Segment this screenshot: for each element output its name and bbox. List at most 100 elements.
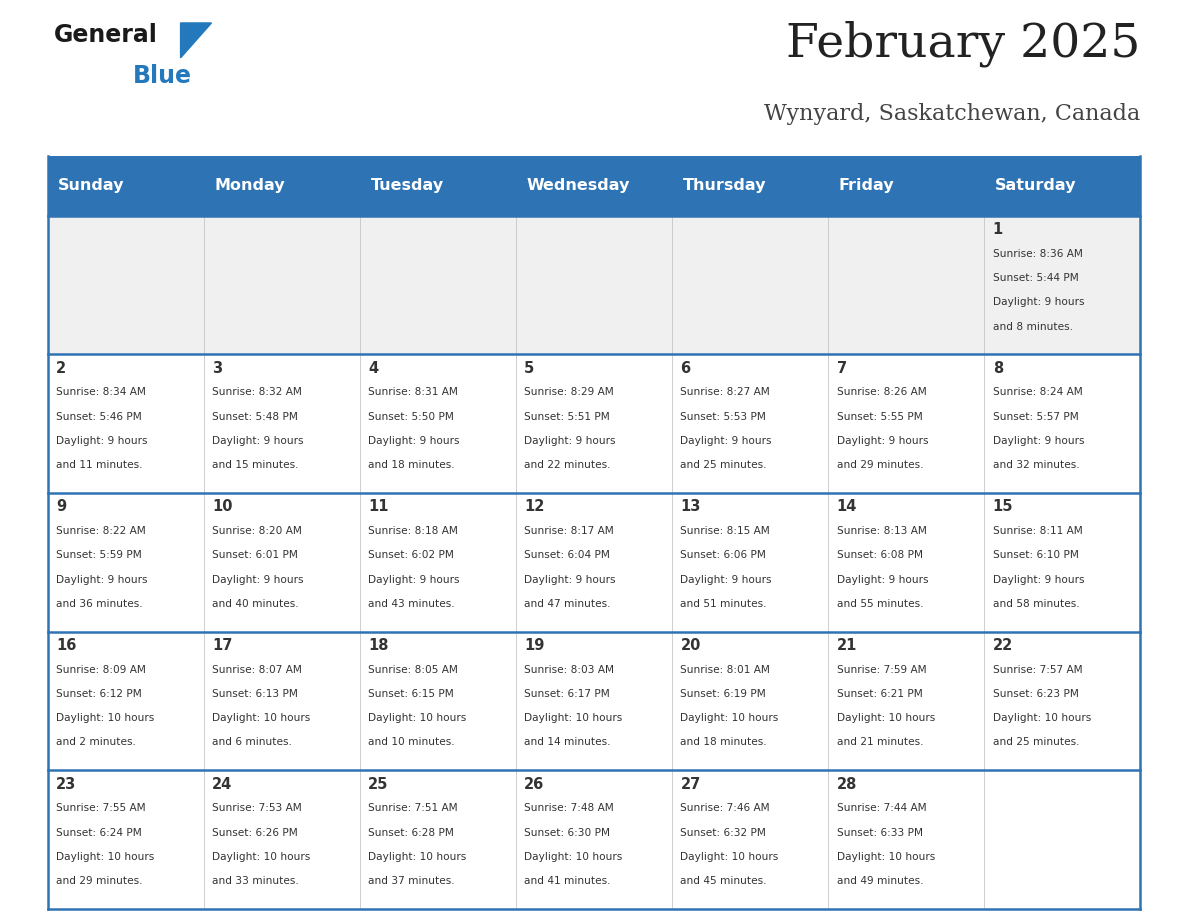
Text: Sunset: 6:15 PM: Sunset: 6:15 PM — [368, 688, 454, 699]
Bar — [985, 770, 1140, 909]
Text: and 22 minutes.: and 22 minutes. — [524, 460, 611, 470]
Text: Daylight: 9 hours: Daylight: 9 hours — [681, 575, 772, 585]
Text: 11: 11 — [368, 499, 388, 514]
Text: Sunset: 6:21 PM: Sunset: 6:21 PM — [836, 688, 922, 699]
Text: Daylight: 9 hours: Daylight: 9 hours — [836, 436, 928, 446]
Text: Sunset: 6:17 PM: Sunset: 6:17 PM — [524, 688, 609, 699]
Text: Daylight: 9 hours: Daylight: 9 hours — [993, 436, 1085, 446]
Text: 1: 1 — [993, 222, 1003, 237]
Bar — [985, 632, 1140, 770]
Text: Sunday: Sunday — [58, 178, 125, 194]
Text: and 11 minutes.: and 11 minutes. — [56, 460, 143, 470]
Text: and 25 minutes.: and 25 minutes. — [681, 460, 767, 470]
Text: and 55 minutes.: and 55 minutes. — [836, 599, 923, 609]
Text: Sunrise: 8:09 AM: Sunrise: 8:09 AM — [56, 665, 146, 675]
Text: Sunrise: 8:15 AM: Sunrise: 8:15 AM — [681, 526, 770, 536]
Bar — [516, 354, 672, 493]
Text: 13: 13 — [681, 499, 701, 514]
Text: Sunset: 6:24 PM: Sunset: 6:24 PM — [56, 827, 141, 837]
Text: Daylight: 10 hours: Daylight: 10 hours — [836, 713, 935, 723]
Text: 27: 27 — [681, 777, 701, 791]
Bar — [203, 354, 360, 493]
Text: Tuesday: Tuesday — [371, 178, 443, 194]
Text: Sunrise: 8:26 AM: Sunrise: 8:26 AM — [836, 387, 927, 397]
Bar — [672, 493, 828, 632]
Text: Saturday: Saturday — [996, 178, 1076, 194]
Text: and 51 minutes.: and 51 minutes. — [681, 599, 767, 609]
Text: 2: 2 — [56, 361, 67, 375]
Text: Daylight: 10 hours: Daylight: 10 hours — [368, 852, 467, 862]
Text: Sunrise: 8:34 AM: Sunrise: 8:34 AM — [56, 387, 146, 397]
Text: Sunset: 6:26 PM: Sunset: 6:26 PM — [211, 827, 298, 837]
Text: Sunset: 5:55 PM: Sunset: 5:55 PM — [836, 411, 922, 421]
Text: Monday: Monday — [214, 178, 285, 194]
Text: Daylight: 10 hours: Daylight: 10 hours — [56, 852, 154, 862]
Text: Daylight: 10 hours: Daylight: 10 hours — [368, 713, 467, 723]
Text: and 2 minutes.: and 2 minutes. — [56, 737, 135, 747]
Text: Sunset: 6:33 PM: Sunset: 6:33 PM — [836, 827, 923, 837]
Bar — [360, 493, 516, 632]
Text: Friday: Friday — [839, 178, 895, 194]
Text: 9: 9 — [56, 499, 67, 514]
Text: Sunset: 6:12 PM: Sunset: 6:12 PM — [56, 688, 141, 699]
Text: Sunset: 6:06 PM: Sunset: 6:06 PM — [681, 550, 766, 560]
Text: and 33 minutes.: and 33 minutes. — [211, 876, 298, 886]
Text: Sunset: 6:01 PM: Sunset: 6:01 PM — [211, 550, 298, 560]
Text: and 29 minutes.: and 29 minutes. — [56, 876, 143, 886]
Text: Wynyard, Saskatchewan, Canada: Wynyard, Saskatchewan, Canada — [764, 103, 1140, 125]
Text: Sunrise: 8:31 AM: Sunrise: 8:31 AM — [368, 387, 459, 397]
Text: and 29 minutes.: and 29 minutes. — [836, 460, 923, 470]
Text: Daylight: 10 hours: Daylight: 10 hours — [993, 713, 1091, 723]
Bar — [516, 493, 672, 632]
Text: Sunset: 6:10 PM: Sunset: 6:10 PM — [993, 550, 1079, 560]
Text: Thursday: Thursday — [683, 178, 766, 194]
Text: Daylight: 9 hours: Daylight: 9 hours — [56, 436, 147, 446]
Bar — [516, 216, 672, 354]
Text: Sunrise: 7:53 AM: Sunrise: 7:53 AM — [211, 803, 302, 813]
Bar — [828, 216, 985, 354]
Text: Sunset: 5:57 PM: Sunset: 5:57 PM — [993, 411, 1079, 421]
Bar — [48, 156, 1140, 216]
Text: Sunset: 6:30 PM: Sunset: 6:30 PM — [524, 827, 611, 837]
Text: General: General — [53, 23, 157, 47]
Text: and 10 minutes.: and 10 minutes. — [368, 737, 455, 747]
Text: and 41 minutes.: and 41 minutes. — [524, 876, 611, 886]
Text: 4: 4 — [368, 361, 378, 375]
Text: and 21 minutes.: and 21 minutes. — [836, 737, 923, 747]
Text: Daylight: 10 hours: Daylight: 10 hours — [211, 852, 310, 862]
Text: Sunrise: 7:57 AM: Sunrise: 7:57 AM — [993, 665, 1082, 675]
Text: Sunset: 5:51 PM: Sunset: 5:51 PM — [524, 411, 609, 421]
Text: 25: 25 — [368, 777, 388, 791]
Bar — [48, 770, 203, 909]
Text: Daylight: 10 hours: Daylight: 10 hours — [524, 852, 623, 862]
Bar — [48, 354, 203, 493]
Bar — [985, 216, 1140, 354]
Text: 19: 19 — [524, 638, 544, 653]
Text: 23: 23 — [56, 777, 76, 791]
Text: Sunrise: 8:07 AM: Sunrise: 8:07 AM — [211, 665, 302, 675]
Bar — [828, 632, 985, 770]
Text: 24: 24 — [211, 777, 232, 791]
Bar — [672, 354, 828, 493]
Text: Sunset: 6:04 PM: Sunset: 6:04 PM — [524, 550, 611, 560]
Polygon shape — [181, 23, 211, 58]
Bar — [672, 216, 828, 354]
Text: and 58 minutes.: and 58 minutes. — [993, 599, 1079, 609]
Text: 18: 18 — [368, 638, 388, 653]
Text: Sunrise: 8:13 AM: Sunrise: 8:13 AM — [836, 526, 927, 536]
Text: and 32 minutes.: and 32 minutes. — [993, 460, 1079, 470]
Text: Blue: Blue — [133, 64, 192, 88]
Text: Daylight: 9 hours: Daylight: 9 hours — [836, 575, 928, 585]
Text: 5: 5 — [524, 361, 535, 375]
Bar — [828, 354, 985, 493]
Text: 21: 21 — [836, 638, 857, 653]
Text: 15: 15 — [993, 499, 1013, 514]
Text: Sunrise: 8:29 AM: Sunrise: 8:29 AM — [524, 387, 614, 397]
Text: Daylight: 10 hours: Daylight: 10 hours — [524, 713, 623, 723]
Text: Sunrise: 8:24 AM: Sunrise: 8:24 AM — [993, 387, 1082, 397]
Text: Sunset: 5:59 PM: Sunset: 5:59 PM — [56, 550, 141, 560]
Text: 10: 10 — [211, 499, 233, 514]
Bar — [360, 632, 516, 770]
Text: and 14 minutes.: and 14 minutes. — [524, 737, 611, 747]
Text: Sunset: 5:53 PM: Sunset: 5:53 PM — [681, 411, 766, 421]
